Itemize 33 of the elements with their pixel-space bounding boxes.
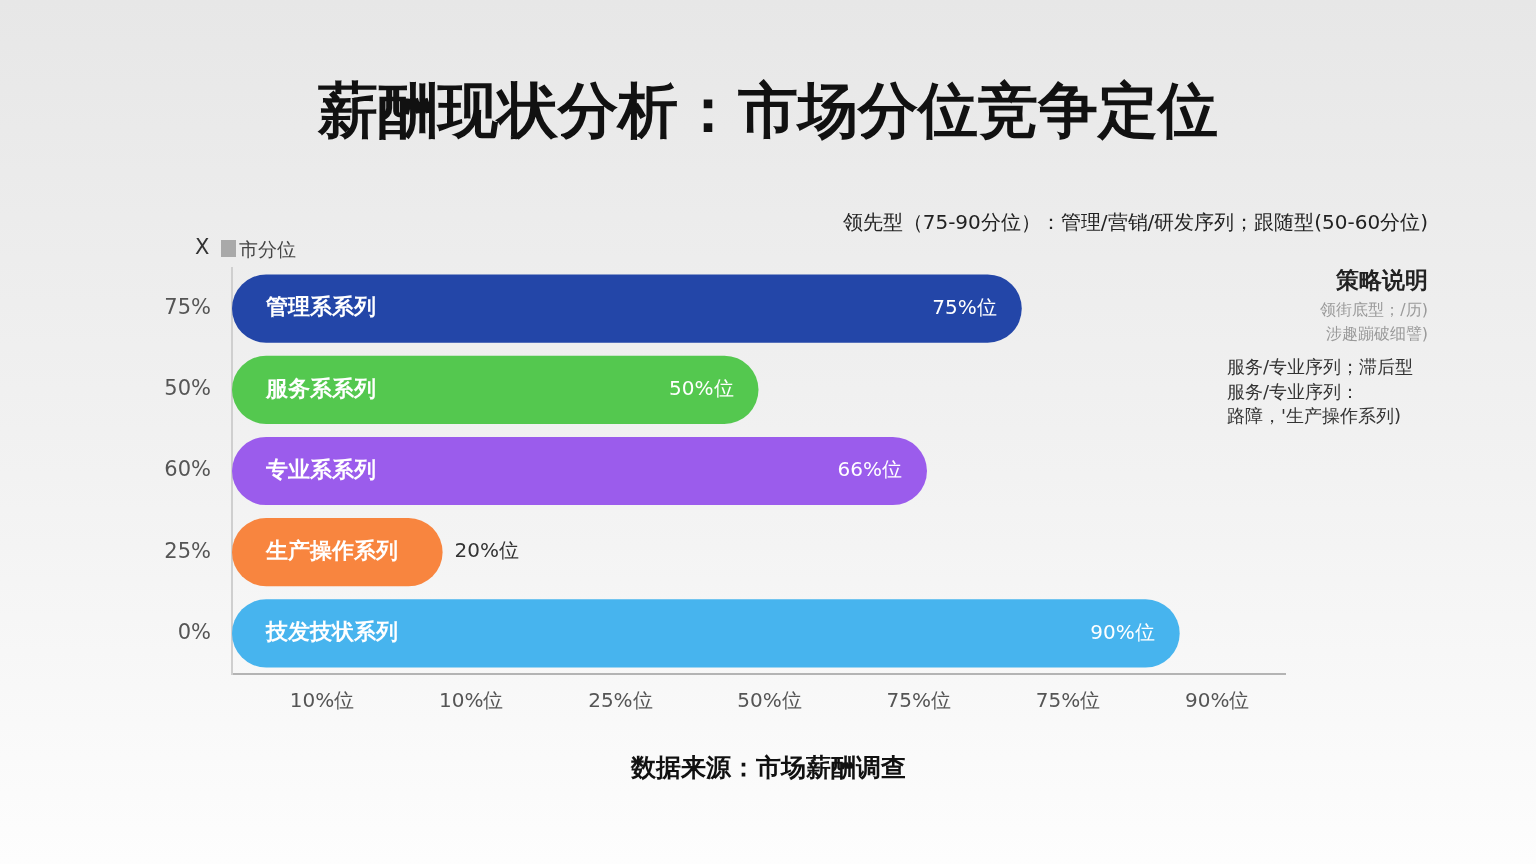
series-label: 生产操作系列 (265, 537, 398, 563)
chart-title: 薪酬现状分析：市场分位竞争定位 (318, 74, 1218, 146)
y-tick-label: 25% (164, 538, 211, 563)
text: 75%位 (886, 688, 952, 712)
text: 市分位 (239, 238, 296, 261)
series-label: 专业系系列 (265, 456, 376, 482)
text: 50%位 (737, 688, 802, 712)
data-label: 66%位 (837, 457, 902, 482)
text: 涉趣蹦破细譬) (1325, 324, 1428, 344)
data-label: 50%位 (669, 376, 734, 400)
y-tick-label: 75% (164, 295, 211, 320)
text: 75%位 (1035, 688, 1101, 712)
series-label: 技发技状系列 (265, 619, 398, 645)
text: 25%位 (588, 688, 653, 712)
text: 10%位 (289, 688, 355, 712)
y-tick-label: 50% (164, 376, 211, 401)
text: 策略说明 (1336, 267, 1428, 295)
annotation: 路障，'生产操作系列) (1227, 405, 1401, 427)
annotation: 服务/专业序列： (1227, 381, 1360, 403)
y-tick-label: 0% (177, 619, 211, 644)
text: 90%位 (1184, 688, 1250, 712)
data-label: 20%位 (454, 538, 520, 563)
text: 领街底型；/历) (1320, 300, 1428, 320)
chart-subtitle: 领先型（75-90分位）：管理/营销/研发序列；跟随型(50-60分位) (842, 210, 1428, 234)
series-label: 服务系系列 (265, 375, 376, 401)
source-note: 数据来源：市场薪酬调查 (630, 753, 906, 783)
annotation: 服务/专业序列；滞后型 (1227, 356, 1414, 378)
series-label: 管理系系列 (265, 294, 376, 320)
data-label: 75%位 (932, 294, 997, 319)
y-axis-title: X (195, 235, 210, 261)
y-tick-label: 60% (164, 457, 211, 482)
text: 10%位 (438, 688, 504, 712)
data-label: 90%位 (1090, 619, 1155, 644)
